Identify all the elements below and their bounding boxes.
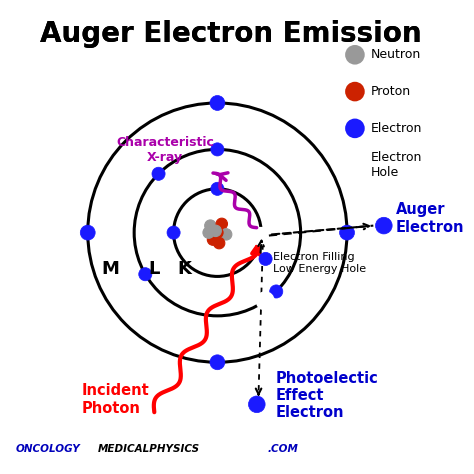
Circle shape — [257, 292, 273, 309]
Circle shape — [152, 167, 165, 180]
Circle shape — [346, 83, 364, 100]
Circle shape — [213, 237, 225, 249]
Text: M: M — [101, 260, 119, 278]
Text: Electron: Electron — [371, 122, 422, 135]
Circle shape — [346, 156, 364, 174]
Circle shape — [210, 96, 225, 110]
Circle shape — [346, 119, 364, 137]
Text: .COM: .COM — [267, 444, 298, 454]
Text: Electron
Hole: Electron Hole — [371, 151, 422, 179]
Text: MEDICALPHYSICS: MEDICALPHYSICS — [97, 444, 200, 454]
Text: Neutron: Neutron — [371, 48, 421, 61]
Text: K: K — [177, 260, 191, 278]
Circle shape — [205, 220, 216, 231]
Circle shape — [139, 268, 152, 281]
Circle shape — [207, 234, 219, 246]
Circle shape — [375, 217, 392, 234]
Circle shape — [211, 143, 224, 156]
Text: ONCOLOGY: ONCOLOGY — [16, 444, 81, 454]
Circle shape — [216, 218, 228, 229]
Text: Auger
Electron: Auger Electron — [396, 202, 465, 235]
Text: Incident
Photon: Incident Photon — [82, 383, 149, 416]
Circle shape — [210, 355, 225, 370]
Circle shape — [346, 46, 364, 64]
Text: Auger Electron Emission: Auger Electron Emission — [40, 20, 421, 48]
Circle shape — [211, 182, 224, 195]
Circle shape — [167, 226, 180, 239]
Text: Auger Electron Emission: Auger Electron Emission — [40, 20, 421, 48]
Circle shape — [220, 228, 232, 240]
Circle shape — [270, 285, 283, 298]
Circle shape — [248, 396, 265, 413]
Circle shape — [253, 228, 269, 245]
Text: Electron Filling
Low Energy Hole: Electron Filling Low Energy Hole — [273, 252, 366, 274]
Circle shape — [203, 227, 214, 238]
Text: Characteristic
X-ray: Characteristic X-ray — [116, 137, 214, 164]
Circle shape — [212, 227, 223, 238]
Circle shape — [259, 252, 272, 265]
Circle shape — [80, 225, 95, 240]
Circle shape — [210, 225, 221, 237]
Text: Proton: Proton — [371, 85, 411, 98]
Text: L: L — [149, 260, 160, 278]
Text: Photoelectic
Effect
Electron: Photoelectic Effect Electron — [276, 371, 379, 420]
Circle shape — [339, 225, 355, 240]
